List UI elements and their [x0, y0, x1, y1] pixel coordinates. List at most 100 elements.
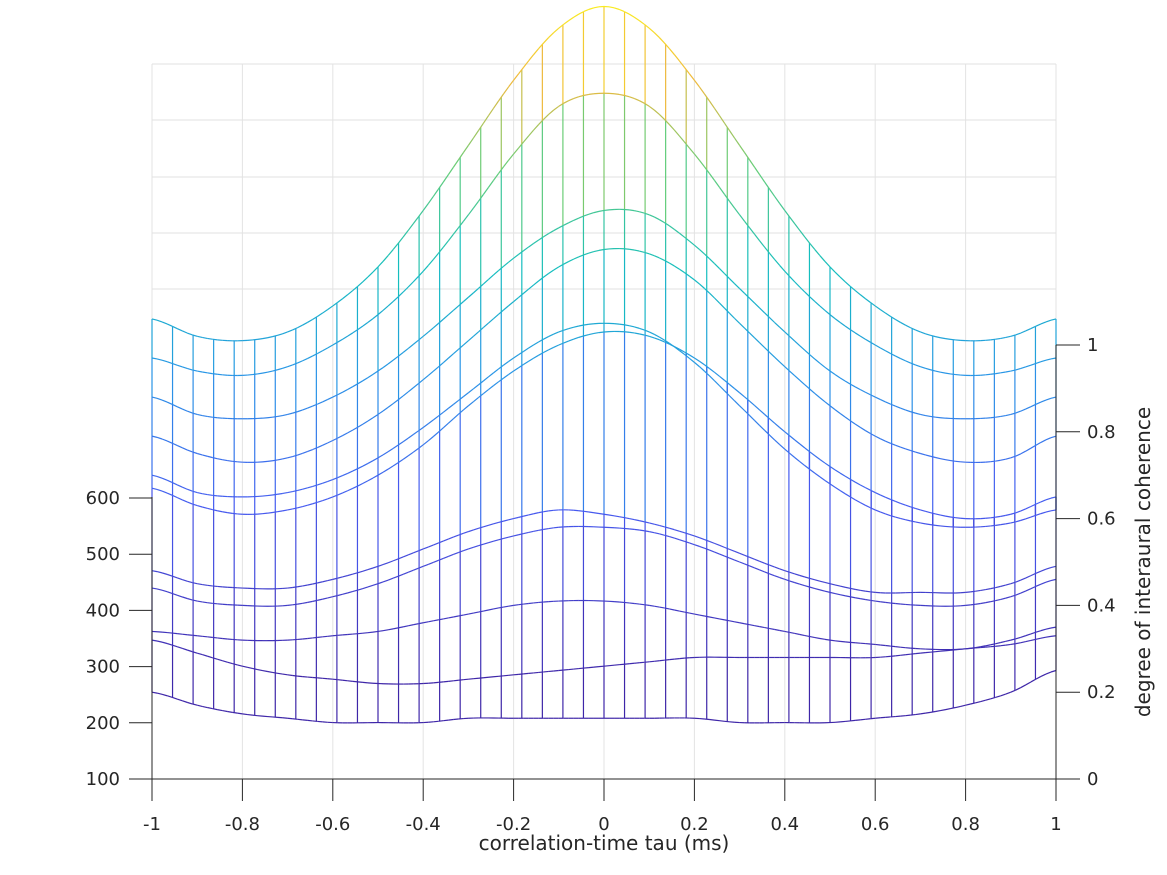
mesh-row-curve: [965, 703, 971, 706]
mesh-row-curve: [935, 524, 941, 527]
mesh-row-curve: [719, 268, 725, 275]
mesh-row-curve: [875, 600, 881, 603]
mesh-row-curve: [1030, 362, 1037, 366]
mesh-row-curve: [307, 637, 313, 640]
mesh-row-curve: [282, 673, 288, 676]
mesh-row-curve: [337, 297, 344, 303]
mesh-row-curve: [694, 535, 700, 539]
mesh-row-curve: [1040, 511, 1047, 515]
mesh-row-curve: [352, 285, 359, 291]
mesh-row-curve: [774, 566, 780, 570]
mesh-row-curve: [192, 599, 198, 602]
mesh-row-curve: [523, 360, 529, 365]
mesh-row-curve: [568, 97, 575, 102]
mesh-row-curve: [1040, 581, 1047, 585]
mesh-row-curve: [844, 380, 851, 385]
mesh-row-curve: [417, 426, 424, 432]
mesh-row-curve: [578, 254, 585, 258]
mesh-row-curve: [523, 514, 529, 517]
mesh-row-curve: [764, 571, 770, 575]
mesh-row-curve: [824, 638, 831, 641]
mesh-row-curve: [202, 635, 208, 638]
mesh-row-curve: [382, 562, 389, 566]
mesh-surface: [151, 5, 1057, 724]
mesh-row-curve: [679, 610, 685, 613]
mesh-row-curve: [212, 708, 218, 711]
mesh-row-curve: [774, 628, 780, 632]
mesh-row-curve: [779, 427, 786, 433]
mesh-row-curve: [673, 129, 680, 137]
mesh-row-curve: [317, 499, 323, 503]
mesh-row-curve: [317, 444, 323, 448]
mesh-row-curve: [910, 520, 916, 523]
mesh-row-curve: [508, 535, 514, 538]
mesh-row-curve: [387, 249, 394, 257]
mesh-row-curve: [1020, 450, 1027, 455]
mesh-row-curve: [202, 654, 208, 657]
mesh-row-curve: [548, 509, 554, 512]
mesh-row-curve: [1015, 453, 1022, 457]
mesh-row-curve: [417, 335, 424, 341]
mesh-row-curve: [402, 571, 409, 575]
mesh-row-curve: [548, 527, 554, 530]
mesh-row-curve: [181, 700, 188, 703]
mesh-row-curve: [151, 691, 158, 694]
mesh-row-curve: [693, 153, 700, 161]
mesh-row-curve: [709, 375, 715, 382]
mesh-row-curve: [905, 409, 911, 413]
mesh-row-curve: [739, 392, 746, 398]
mesh-row-curve: [1050, 496, 1057, 499]
mesh-row-curve: [297, 505, 303, 509]
mesh-row-curve: [809, 469, 816, 474]
mesh-row-curve: [151, 396, 158, 399]
mesh-row-curve: [212, 636, 218, 639]
mesh-row-curve: [387, 403, 394, 408]
mesh-row-curve: [322, 597, 328, 600]
mesh-row-curve: [1035, 570, 1042, 574]
mesh-row-curve: [759, 425, 766, 431]
mesh-row-curve: [784, 630, 790, 634]
mesh-row-curve: [488, 274, 494, 280]
mesh-row-curve: [533, 512, 539, 515]
mesh-row-curve: [493, 313, 499, 320]
mesh-row-curve: [683, 236, 690, 242]
mesh-row-curve: [1005, 643, 1011, 646]
mesh-row-curve: [302, 601, 308, 604]
mesh-row-curve: [302, 637, 308, 640]
mesh-row-curve: [628, 517, 635, 521]
mesh-row-curve: [804, 634, 811, 638]
mesh-row-curve: [417, 548, 424, 552]
mesh-row-curve: [784, 578, 791, 582]
mesh-row-curve: [533, 48, 540, 55]
mesh-row-curve: [262, 371, 268, 374]
mesh-row-curve: [915, 329, 921, 333]
mesh-row-curve: [513, 534, 519, 537]
mesh-row-curve: [729, 130, 736, 139]
mesh-row-curve: [744, 563, 750, 567]
mesh-row-curve: [558, 329, 565, 333]
mesh-row-curve: [1015, 332, 1022, 336]
mesh-row-curve: [1050, 435, 1057, 439]
mesh-row-curve: [1025, 575, 1032, 579]
mesh-row-curve: [839, 640, 846, 643]
mesh-row-curve: [302, 407, 308, 411]
mesh-row-curve: [588, 332, 595, 336]
mesh-row-curve: [1035, 675, 1042, 680]
mesh-row-curve: [864, 338, 871, 343]
mesh-row-curve: [663, 222, 670, 227]
mesh-row-curve: [197, 583, 203, 586]
mesh-row-curve: [844, 416, 851, 422]
mesh-row-curve: [900, 446, 906, 450]
mesh-row-curve: [207, 507, 213, 511]
mesh-row-curve: [653, 32, 660, 38]
mesh-row-curve: [222, 459, 228, 462]
mesh-row-curve: [1030, 403, 1037, 408]
mesh-row-curve: [819, 255, 826, 262]
mesh-row-curve: [161, 641, 168, 645]
mesh-row-curve: [844, 493, 851, 498]
mesh-row-curve: [503, 374, 509, 379]
mesh-row-curve: [859, 388, 866, 393]
mesh-row-curve: [443, 719, 449, 722]
mesh-row-curve: [879, 347, 886, 352]
mesh-row-curve: [232, 711, 238, 714]
